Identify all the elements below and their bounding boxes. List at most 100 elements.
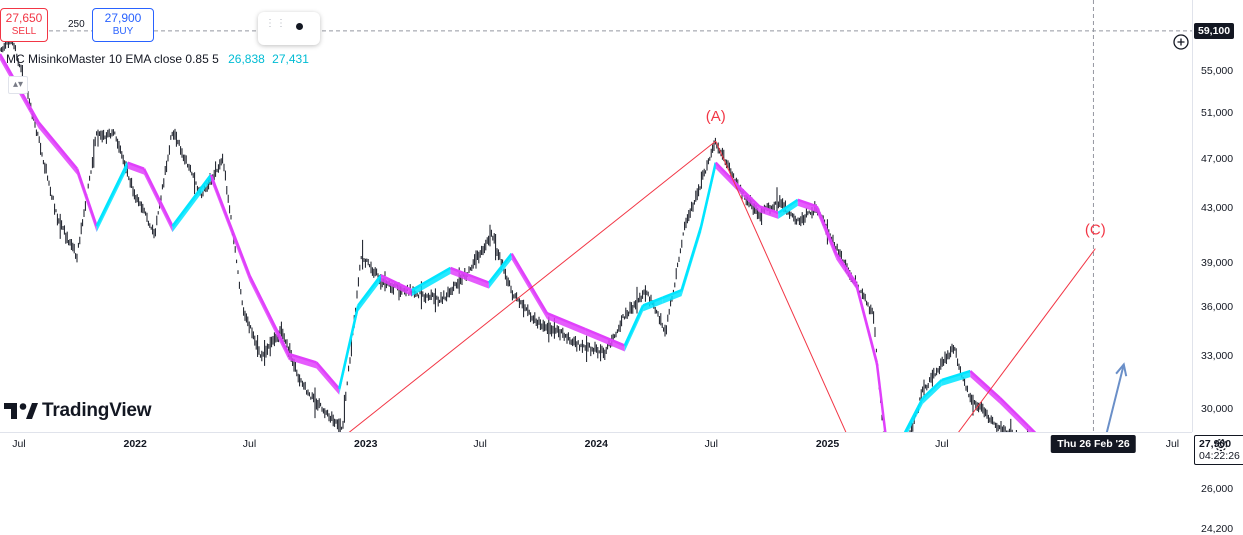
ema-line xyxy=(315,361,341,390)
crosshair-date-badge: Thu 26 Feb '26 xyxy=(1051,435,1136,453)
ema-line xyxy=(797,198,818,208)
ema-line xyxy=(903,397,925,432)
time-tick: 2024 xyxy=(584,438,608,450)
legend-symbol: MC xyxy=(6,52,25,66)
ema-segment xyxy=(662,290,682,304)
price-candles xyxy=(0,32,1029,432)
price-tick: 26,000 xyxy=(1201,482,1234,495)
forecast-arrow xyxy=(1105,362,1128,432)
ema-line xyxy=(449,266,490,284)
dot-tool-icon[interactable] xyxy=(296,23,303,30)
price-tick: 39,000 xyxy=(1201,256,1234,269)
time-tick: Jul xyxy=(12,438,26,450)
ema-line xyxy=(487,252,513,284)
pattern-line xyxy=(958,248,1096,432)
abc-pattern xyxy=(348,140,1096,432)
ema-line xyxy=(380,274,413,292)
price-tick: 24,200 xyxy=(1201,522,1234,535)
time-tick: 2023 xyxy=(354,438,378,450)
time-tick: Jul xyxy=(935,438,949,450)
time-axis[interactable]: Jul 2022 Jul 2023 Jul 2024 Jul 2025 Jul Jul Thu 26… xyxy=(0,432,1192,455)
price-tick: 36,000 xyxy=(1201,301,1234,314)
ema-segment xyxy=(585,329,625,352)
ema-line xyxy=(337,305,360,390)
ema-line xyxy=(127,161,145,170)
collapse-icon[interactable]: ▴▾ xyxy=(8,76,28,94)
price-tick: 47,000 xyxy=(1201,152,1234,165)
logo-text: TradingView xyxy=(42,400,152,421)
ema-segment xyxy=(941,371,971,386)
tradingview-logo[interactable]: TradingView xyxy=(4,400,152,422)
price-tick: 51,000 xyxy=(1201,107,1234,120)
sell-price: 27,650 xyxy=(5,11,43,25)
ema-line xyxy=(969,370,1001,399)
chart-area[interactable]: (A)(B)(C)SCST xyxy=(0,0,1192,432)
ema-line xyxy=(95,162,129,227)
price-tick: 43,000 xyxy=(1201,202,1234,215)
sell-button[interactable]: 27,650 SELL xyxy=(0,8,48,42)
ema-segment xyxy=(127,162,145,175)
buy-button[interactable]: 27,900 BUY xyxy=(92,8,154,42)
ema-line xyxy=(546,312,587,331)
ema-line xyxy=(699,162,717,227)
ema-segment xyxy=(547,313,586,336)
drawing-toolbar[interactable]: ⋮⋮ xyxy=(258,12,320,45)
price-tick-partial: 63,000 xyxy=(1201,0,1233,1)
ema-line xyxy=(662,288,683,299)
ema-segment xyxy=(288,353,317,369)
ema-line xyxy=(642,296,664,307)
ema-line xyxy=(248,274,290,355)
ema-line xyxy=(738,186,761,208)
ema-segment xyxy=(411,267,451,297)
ema-segment xyxy=(450,267,489,289)
plus-circle-icon[interactable] xyxy=(1173,34,1189,50)
time-tick: Jul xyxy=(704,438,718,450)
time-tick: Jul xyxy=(473,438,487,450)
ema-segment xyxy=(380,275,412,297)
legend-value-2: 27,431 xyxy=(272,52,309,66)
settings-icon[interactable] xyxy=(1213,437,1229,453)
price-tick: 55,000 xyxy=(1201,65,1234,77)
ema-line xyxy=(922,378,943,399)
ema-line xyxy=(999,396,1030,427)
buy-label: BUY xyxy=(112,26,134,37)
time-tick: 2022 xyxy=(123,438,147,450)
price-axis[interactable]: 55,000 51,000 47,000 43,000 39,000 36,000 33,0… xyxy=(1192,0,1243,535)
ema-line xyxy=(142,168,174,227)
price-chart[interactable]: (A)(B)(C)SCST xyxy=(0,0,1192,432)
time-tick: 2025 xyxy=(815,438,840,450)
indicator-legend[interactable]: MC MisinkoMaster 10 EMA close 0.85 5 26,… xyxy=(6,52,309,66)
ema-line xyxy=(777,198,799,214)
ema-line xyxy=(585,327,626,347)
drag-handle-icon[interactable]: ⋮⋮ xyxy=(265,18,287,29)
crosshair-price-badge: 59,100 xyxy=(1194,22,1235,39)
ema-line xyxy=(815,205,838,255)
pattern-line xyxy=(348,140,717,432)
wave-a-label: (A) xyxy=(706,108,726,125)
ema-line xyxy=(37,121,79,170)
ema-line xyxy=(875,362,887,432)
ema-line xyxy=(411,266,452,292)
sell-label: SELL xyxy=(11,26,37,37)
ema-line xyxy=(288,352,317,364)
time-tick: Jul xyxy=(242,438,257,450)
legend-indicator-name: MisinkoMaster 10 EMA close 0.85 5 xyxy=(28,52,219,66)
ema-line xyxy=(75,168,98,227)
ema-line xyxy=(623,304,645,347)
wave-c-label: (C) xyxy=(1085,222,1106,239)
ema-segment xyxy=(759,206,779,219)
ema-segment xyxy=(1028,426,1035,432)
price-tick: 33,000 xyxy=(1201,349,1234,362)
tradingview-logo-icon xyxy=(4,403,38,419)
ema-line xyxy=(941,369,971,382)
spread-value: 250 xyxy=(68,19,85,30)
ema-segment xyxy=(778,199,798,219)
buy-price: 27,900 xyxy=(104,11,142,25)
ema-band xyxy=(0,53,1037,432)
ema-line xyxy=(714,161,741,189)
ema-line xyxy=(1027,425,1037,432)
legend-value-1: 26,838 xyxy=(228,52,265,66)
time-tick: Jul xyxy=(1165,438,1180,450)
price-series xyxy=(0,32,1029,432)
ema-line xyxy=(835,252,857,284)
